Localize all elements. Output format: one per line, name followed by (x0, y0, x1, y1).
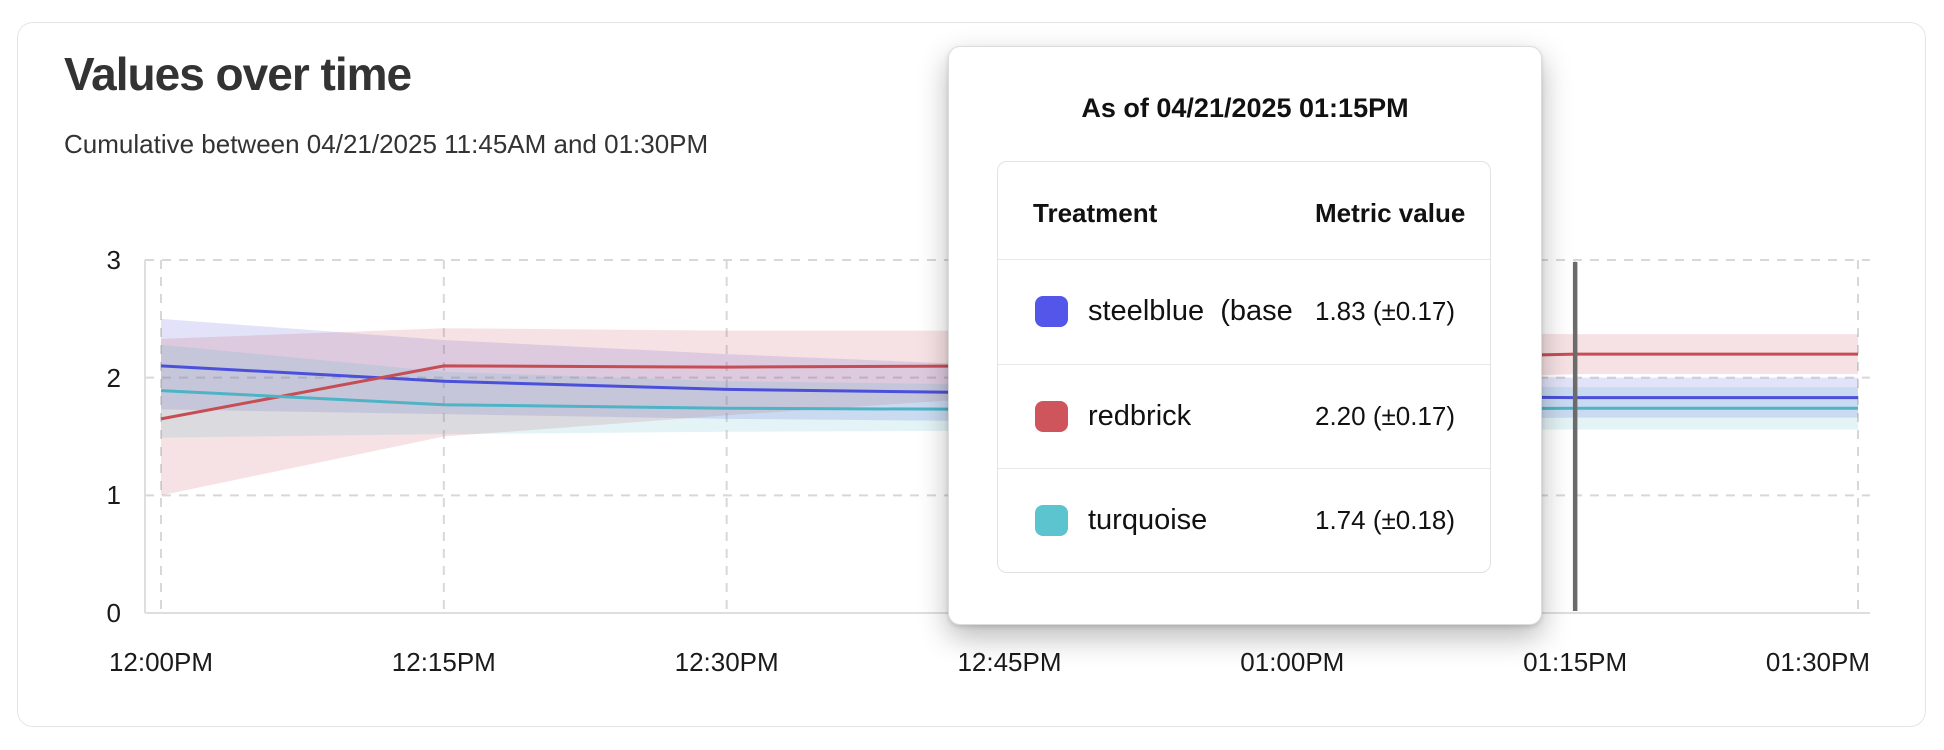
tooltip-table-row: turquoise 1.74 (±0.18) (998, 468, 1490, 572)
x-tick-label: 12:15PM (391, 647, 496, 677)
tooltip-table-body: steelblue (baseli 1.83 (±0.17) redbrick 2.2… (998, 259, 1490, 572)
y-tick-label: 1 (106, 480, 121, 511)
chart-tooltip: As of 04/21/2025 01:15PM Treatment Metri… (948, 46, 1542, 625)
x-tick-label: 01:30PM (1765, 647, 1870, 677)
x-tick-label: 12:00PM (108, 647, 214, 677)
x-tick-label: 12:45PM (957, 647, 1062, 677)
y-tick-label: 0 (106, 598, 121, 628)
values-over-time-card: Values over time Cumulative between 04/2… (17, 22, 1926, 727)
treatment-name: steelblue (baseli (1088, 295, 1293, 328)
treatment-color-swatch (1035, 400, 1068, 432)
x-tick-label: 01:15PM (1523, 647, 1628, 677)
tooltip-table-row: steelblue (baseli 1.83 (±0.17) (998, 259, 1490, 364)
chart-subtitle: Cumulative between 04/21/2025 11:45AM an… (64, 129, 709, 159)
y-tick-label: 3 (106, 245, 121, 275)
treatment-color-swatch (1035, 505, 1068, 537)
column-header-treatment: Treatment (1033, 198, 1158, 228)
metric-value: 2.20 (±0.17) (1315, 400, 1456, 431)
treatment-color-swatch (1035, 296, 1068, 328)
tooltip-table-header-row: Treatment Metric value (998, 162, 1490, 259)
tooltip-table: Treatment Metric value steelblue (baseli… (997, 161, 1491, 573)
y-tick-label: 2 (106, 362, 121, 393)
metric-value: 1.74 (±0.18) (1315, 505, 1456, 536)
treatment-name: turquoise (1088, 504, 1208, 537)
x-tick-label: 12:30PM (674, 647, 779, 677)
tooltip-header: As of 04/21/2025 01:15PM (1081, 93, 1409, 123)
metric-value: 1.83 (±0.17) (1315, 296, 1456, 327)
treatment-name: redbrick (1088, 399, 1192, 432)
tooltip-table-row: redbrick 2.20 (±0.17) (998, 363, 1490, 469)
x-tick-label: 01:00PM (1240, 647, 1345, 677)
column-header-metric-value: Metric value (1315, 198, 1466, 228)
page-title: Values over time (64, 48, 412, 100)
